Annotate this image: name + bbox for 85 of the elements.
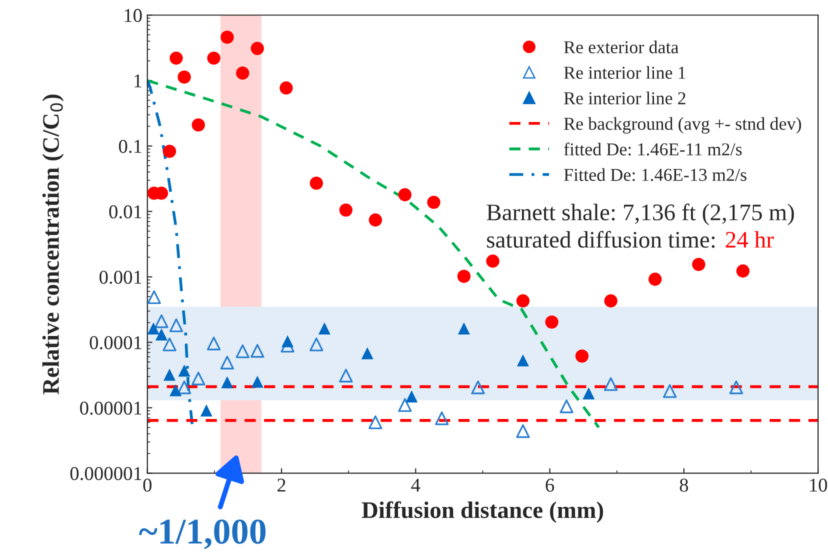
point bbox=[280, 81, 293, 95]
point bbox=[406, 390, 418, 402]
point bbox=[170, 384, 182, 396]
point bbox=[560, 400, 574, 414]
point bbox=[368, 213, 382, 227]
x-tick-label: 4 bbox=[411, 478, 420, 492]
point bbox=[170, 52, 183, 65]
x-tick-label: 8 bbox=[680, 478, 688, 492]
point bbox=[516, 424, 530, 438]
point bbox=[516, 294, 530, 308]
point bbox=[236, 66, 250, 80]
annotation: 24 hr bbox=[726, 231, 774, 248]
point bbox=[582, 387, 595, 400]
point bbox=[398, 398, 412, 412]
point bbox=[434, 411, 449, 426]
point bbox=[662, 384, 677, 398]
point bbox=[545, 315, 558, 329]
point bbox=[458, 322, 470, 334]
x-tick-label: 6 bbox=[546, 478, 554, 492]
legend-label: Fitted De: 1.46E-13 m2/s bbox=[564, 168, 746, 182]
point bbox=[339, 203, 352, 217]
point bbox=[471, 380, 485, 394]
point bbox=[427, 196, 440, 209]
point bbox=[220, 30, 234, 44]
point bbox=[207, 52, 220, 65]
legend-label: Re background (avg +- stnd dev) bbox=[564, 117, 802, 134]
y-tick-label: 0.1 bbox=[118, 140, 142, 154]
point bbox=[192, 118, 205, 132]
legend-label: Re interior line 2 bbox=[564, 92, 686, 104]
point bbox=[575, 349, 589, 363]
x-tick-label: 2 bbox=[278, 478, 286, 492]
point bbox=[192, 372, 206, 386]
point bbox=[604, 294, 618, 308]
point bbox=[318, 322, 330, 334]
point bbox=[178, 70, 191, 84]
y-tick-label: 0.001 bbox=[100, 270, 142, 284]
y-tick-label: 0.0001 bbox=[90, 336, 142, 350]
point bbox=[178, 364, 190, 377]
point bbox=[648, 272, 662, 286]
point bbox=[169, 318, 184, 332]
point bbox=[155, 328, 168, 340]
point bbox=[154, 314, 168, 328]
point bbox=[486, 254, 500, 268]
x-tick-label: 10 bbox=[810, 478, 828, 492]
y-tick-label: 0.000001 bbox=[70, 467, 142, 480]
point bbox=[361, 347, 374, 360]
point bbox=[339, 368, 353, 382]
x-tick-label: 0 bbox=[143, 478, 152, 492]
point bbox=[236, 344, 250, 358]
point bbox=[250, 42, 264, 55]
point bbox=[398, 188, 412, 202]
legend-label: fitted De: 1.46E-11 m2/s bbox=[564, 142, 742, 156]
point bbox=[164, 368, 176, 381]
point bbox=[162, 144, 176, 158]
point bbox=[147, 290, 161, 304]
y-tick-label: 1 bbox=[134, 74, 142, 88]
point bbox=[310, 338, 324, 352]
point bbox=[220, 356, 234, 370]
point bbox=[729, 380, 744, 394]
point bbox=[516, 354, 529, 366]
point bbox=[200, 404, 212, 416]
x-axis-title: Diffusion distance (mm) bbox=[362, 501, 604, 523]
y-axis-title: Relative concentration (C/C$_{0}$) bbox=[42, 94, 64, 394]
point bbox=[692, 258, 706, 272]
legend-label: Re interior line 1 bbox=[564, 66, 686, 79]
point bbox=[282, 335, 294, 348]
annotation: Barnett shale: 7,136 ft (2,175 m) bbox=[486, 204, 794, 226]
point bbox=[147, 322, 160, 334]
point bbox=[162, 338, 176, 352]
point bbox=[250, 344, 264, 358]
point bbox=[251, 376, 264, 388]
point bbox=[604, 377, 618, 391]
annotation: saturated diffusion time: bbox=[487, 230, 715, 248]
point bbox=[310, 176, 323, 190]
y-tick-label: 0.00001 bbox=[80, 402, 142, 415]
text: ~1/1,000 bbox=[139, 519, 266, 550]
point bbox=[221, 376, 234, 388]
point bbox=[206, 336, 221, 350]
point bbox=[177, 380, 192, 394]
point bbox=[736, 264, 750, 278]
point bbox=[457, 270, 471, 283]
legend-label: Re exterior data bbox=[564, 40, 679, 54]
point bbox=[368, 415, 382, 430]
y-tick-label: 0.01 bbox=[109, 205, 142, 218]
y-tick-label: 10 bbox=[124, 8, 142, 22]
